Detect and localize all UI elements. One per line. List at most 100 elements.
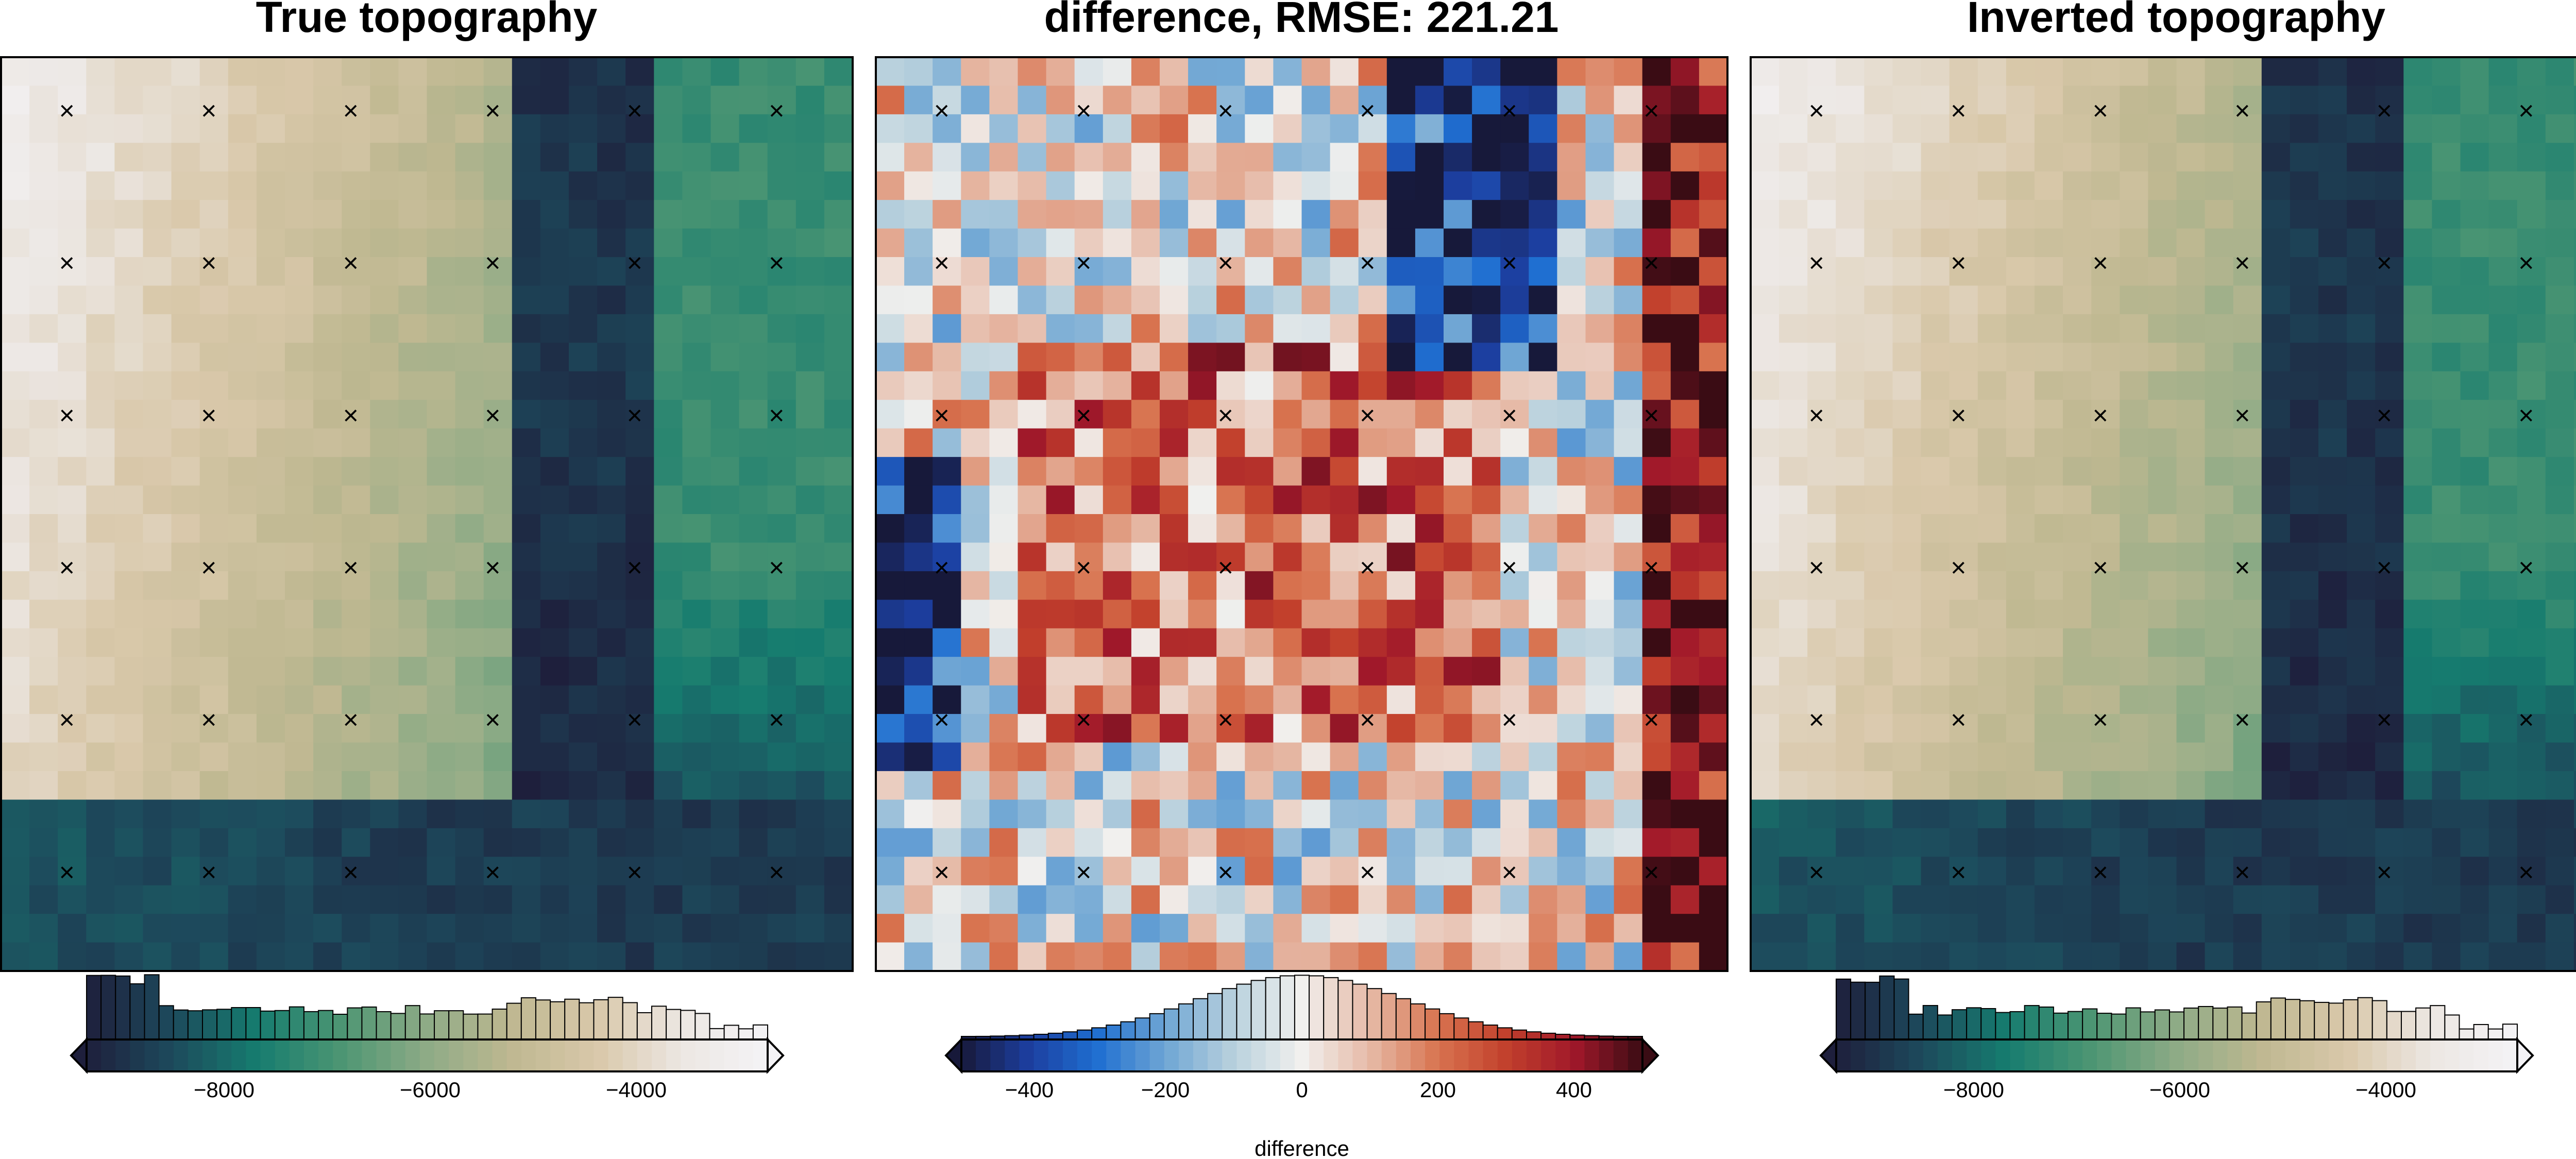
heatmap-cell bbox=[1444, 714, 1472, 743]
heatmap-cell bbox=[483, 571, 513, 600]
heatmap-cell bbox=[2545, 228, 2574, 258]
heatmap-cell bbox=[1216, 657, 1245, 686]
heatmap-cell bbox=[2290, 343, 2319, 372]
heatmap-cell bbox=[1386, 714, 1416, 743]
heatmap-cell bbox=[904, 200, 933, 229]
heatmap-cell bbox=[2432, 485, 2461, 515]
heatmap-cell bbox=[597, 200, 626, 229]
heatmap-cell bbox=[2573, 600, 2576, 629]
heatmap-cell bbox=[2318, 485, 2347, 515]
heatmap-cell bbox=[2006, 86, 2035, 115]
colorbar-segment bbox=[2213, 1039, 2228, 1071]
heatmap-cell bbox=[2120, 114, 2148, 143]
heatmap-cell bbox=[933, 200, 961, 229]
heatmap-cell bbox=[1330, 228, 1359, 258]
heatmap-cell bbox=[2488, 143, 2518, 172]
heatmap-cell bbox=[2148, 600, 2177, 629]
heatmap-cell bbox=[2006, 742, 2035, 772]
heatmap-cell bbox=[455, 714, 484, 743]
heatmap-cell bbox=[1642, 685, 1671, 714]
heatmap-cell bbox=[1018, 400, 1047, 429]
heatmap-cell bbox=[143, 628, 172, 657]
heatmap-cell bbox=[256, 742, 285, 772]
heatmap-cell bbox=[2403, 485, 2432, 515]
heatmap-cell bbox=[171, 685, 200, 714]
heatmap-cell bbox=[795, 314, 825, 343]
colorbar-extend-high bbox=[767, 1037, 785, 1074]
heatmap-cell bbox=[2318, 514, 2347, 543]
histogram-bar bbox=[1850, 981, 1866, 1040]
heatmap-cell bbox=[824, 542, 853, 572]
heatmap-cell bbox=[2318, 914, 2347, 943]
colorbar-segment bbox=[1048, 1039, 1063, 1071]
heatmap-cell bbox=[2091, 628, 2120, 657]
heatmap-cell bbox=[1074, 114, 1104, 143]
heatmap-cell bbox=[1, 799, 30, 829]
histogram-bar bbox=[2459, 1028, 2475, 1040]
heatmap-cell bbox=[398, 600, 428, 629]
heatmap-cell bbox=[1949, 314, 1978, 343]
heatmap-cell bbox=[1415, 628, 1444, 657]
grid-marker: × bbox=[2518, 96, 2534, 126]
heatmap-cell bbox=[313, 742, 342, 772]
heatmap-cell bbox=[199, 514, 229, 543]
colorbar-tick-label: −4000 bbox=[606, 1078, 667, 1102]
heatmap-cell bbox=[1921, 885, 1950, 914]
heatmap-cell bbox=[2006, 600, 2035, 629]
heatmap-cell bbox=[1892, 714, 1922, 743]
heatmap-cell bbox=[1131, 114, 1160, 143]
heatmap-cell bbox=[1585, 343, 1615, 372]
heatmap-cell bbox=[2460, 600, 2489, 629]
colorbar-segment bbox=[2010, 1039, 2025, 1071]
heatmap-cell bbox=[625, 885, 654, 914]
heatmap-cell bbox=[767, 371, 796, 400]
heatmap-cell bbox=[824, 228, 853, 258]
heatmap-cell bbox=[1864, 228, 1893, 258]
heatmap-cell bbox=[1386, 228, 1416, 258]
heatmap-cell bbox=[989, 314, 1019, 343]
heatmap-cell bbox=[1751, 828, 1780, 857]
heatmap-cell bbox=[2120, 457, 2148, 486]
heatmap-cell bbox=[989, 771, 1019, 800]
heatmap-cell bbox=[2290, 114, 2319, 143]
heatmap-cell bbox=[427, 285, 456, 315]
heatmap-cell bbox=[876, 600, 905, 629]
heatmap-cell bbox=[1892, 371, 1922, 400]
heatmap-cell bbox=[824, 371, 853, 400]
heatmap-cell bbox=[654, 457, 683, 486]
heatmap-cell bbox=[342, 857, 370, 886]
heatmap-cell bbox=[2517, 400, 2546, 429]
heatmap-cell bbox=[1358, 314, 1387, 343]
heatmap-cell bbox=[1977, 914, 2007, 943]
heatmap-cell bbox=[58, 885, 87, 914]
colorbar-segment bbox=[115, 1039, 130, 1071]
heatmap-cell bbox=[597, 86, 626, 115]
heatmap-cell bbox=[1949, 914, 1978, 943]
heatmap-cell bbox=[483, 714, 513, 743]
heatmap-cell bbox=[2488, 285, 2518, 315]
heatmap-cell bbox=[313, 600, 342, 629]
heatmap-cell bbox=[961, 914, 990, 943]
heatmap-cell bbox=[904, 628, 933, 657]
heatmap-cell bbox=[1500, 114, 1529, 143]
heatmap-cell bbox=[398, 657, 428, 686]
heatmap-cell bbox=[2488, 771, 2518, 800]
heatmap-cell bbox=[256, 485, 285, 515]
heatmap-cell bbox=[455, 371, 484, 400]
heatmap-cell bbox=[2120, 657, 2148, 686]
heatmap-cell bbox=[1670, 771, 1700, 800]
heatmap-cell bbox=[1046, 86, 1075, 115]
heatmap-cell bbox=[904, 143, 933, 172]
heatmap-cell bbox=[2318, 257, 2347, 286]
heatmap-cell bbox=[1949, 771, 1978, 800]
heatmap-cell bbox=[1188, 857, 1217, 886]
heatmap-cell bbox=[1074, 628, 1104, 657]
heatmap-cell bbox=[1358, 285, 1387, 315]
histogram-bar bbox=[1134, 1017, 1150, 1040]
histogram-bar bbox=[173, 1009, 189, 1040]
heatmap-cell bbox=[1892, 285, 1922, 315]
heatmap-cell bbox=[512, 428, 541, 457]
heatmap-cell bbox=[1529, 314, 1557, 343]
heatmap-cell bbox=[1836, 371, 1865, 400]
heatmap-cell bbox=[2460, 114, 2489, 143]
